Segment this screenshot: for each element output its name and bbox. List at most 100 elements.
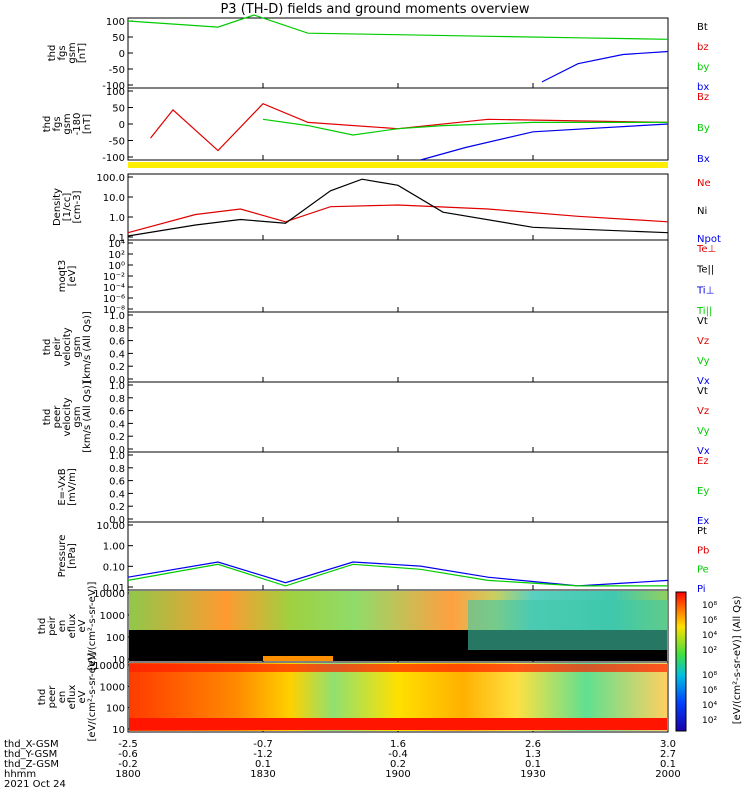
- series-density-ni: [127, 178, 669, 237]
- y-axis-label-line: thd: [47, 45, 58, 62]
- panel-peer-velocity: 1.0 0.8 0.60.4 0.2 0.0 thdpeervelocitygsm[km/…: [42, 381, 710, 457]
- legend-bx: Bx: [697, 154, 710, 165]
- legend-bz: Bz: [697, 92, 709, 103]
- y-axis-label-line: eflux: [67, 685, 78, 710]
- panel-frame: [127, 451, 669, 523]
- panel-frame: [127, 173, 669, 241]
- x-tick-value: -0.6: [118, 749, 138, 760]
- y-axis-label: thdpeervelocitygsm[km/s (All Qs)]: [42, 381, 93, 453]
- y-tick-label: 0.0: [109, 375, 125, 386]
- y-tick-label: 0.6: [109, 477, 125, 488]
- panel-efield: 1.0 0.8 0.60.4 0.2 0.0 E=-VxB[mV/m] Ez Ey Ex: [57, 451, 709, 527]
- x-row-label: thd_Z-GSM: [4, 759, 59, 770]
- y-tick-label: 0: [119, 49, 125, 60]
- y-axis-label-line: [nT]: [77, 43, 88, 63]
- y-axis-label-line: en: [57, 620, 68, 633]
- panel-frame: [127, 239, 669, 313]
- y-tick-label: 100: [106, 17, 125, 28]
- colorbar-strip: [675, 591, 687, 732]
- colorbar-tick: 10²: [702, 646, 717, 656]
- y-axis-label-line: [nT]: [82, 114, 93, 134]
- y-axis-label: thdpeerenefluxeV[eV/(cm²-s-sr-eV)]: [37, 652, 98, 741]
- y-axis-label: Pressure[nPa]: [57, 535, 78, 578]
- y-axis-label-line: velocity: [62, 327, 73, 366]
- panel-fgs-gsm: 100 50 0 -50 -100 thdfgsgsm[nT] Bt bz by bx: [47, 17, 709, 93]
- y-axis-label-line: eV: [77, 690, 88, 703]
- y-axis-label-line: thd: [37, 618, 48, 635]
- legend-vy: Vy: [697, 356, 710, 367]
- legend-ex: Ex: [697, 516, 709, 527]
- y-axis-label-line: fgs: [57, 45, 68, 60]
- y-tick-label: 50: [112, 104, 125, 115]
- y-tick-label: 50: [112, 33, 125, 44]
- colorbar-tick: 10⁶: [702, 616, 717, 626]
- x-tick-value: 0.1: [660, 759, 676, 770]
- x-tick-value: -0.4: [388, 749, 408, 760]
- y-tick-label: 10⁻⁶: [103, 294, 125, 305]
- legend-by: by: [697, 62, 709, 73]
- y-axis-label-line: E=-VxB: [57, 468, 68, 505]
- x-tick-value: -0.7: [253, 739, 273, 750]
- x-row-label: thd_X-GSM: [4, 739, 59, 750]
- y-axis-label-line: peir: [47, 615, 58, 635]
- x-tick-value: -2.5: [118, 739, 138, 750]
- y-tick-label: 0.2: [109, 362, 125, 373]
- legend-vx: Vx: [697, 376, 710, 387]
- y-tick-label: 0.8: [109, 324, 125, 335]
- y-tick-label: 10²: [108, 250, 125, 261]
- panel-frame: [127, 17, 669, 89]
- y-axis-label-line: [km/s (All Qs)]: [82, 311, 93, 383]
- legend-ti: Ti⊥: [696, 285, 714, 296]
- legend-ni: Ni: [697, 206, 707, 217]
- x-tick-value: 2.7: [660, 749, 676, 760]
- y-tick-label: 1.0: [109, 311, 125, 322]
- y-tick-label: 10.0: [103, 193, 125, 204]
- y-axis-label: thdpeirenefluxeV[eV/(cm²-s-sr-eV)]: [37, 581, 98, 670]
- legend-te: Te||: [696, 265, 714, 276]
- x-tick-value: 2000: [655, 769, 680, 780]
- y-tick-label: 10⁻⁸: [103, 305, 125, 316]
- y-axis-label-line: thd: [42, 339, 53, 356]
- y-tick-label: 0.8: [109, 394, 125, 405]
- y-tick-label: 0.1: [109, 233, 125, 244]
- y-axis-label-line: [km/s (All Qs)]: [82, 381, 93, 453]
- y-tick-label: 0.01: [103, 583, 125, 594]
- y-axis-label-line: [eV/(cm²-s-sr-eV)]: [87, 652, 98, 741]
- y-tick-label: 10⁻²: [103, 272, 125, 283]
- y-axis-label-line: eV: [77, 619, 88, 632]
- y-axis-label-line: [eV/(cm²-s-sr-eV)]: [87, 581, 98, 670]
- x-tick-value: 3.0: [660, 739, 676, 750]
- panel-fgs-gsm-180: 100 50 0 -50 -100 thdfgsgsm-180[nT] Bz By Bx: [42, 87, 710, 165]
- x-row-label: 2021 Oct 24: [4, 779, 66, 790]
- y-tick-label: 1.0: [109, 451, 125, 462]
- legend-bt: Bt: [697, 22, 708, 33]
- legend-pi: Pi: [697, 584, 706, 595]
- y-axis-label-line: thd: [42, 116, 53, 133]
- y-tick-label: 10⁰: [108, 261, 125, 272]
- legend-ne: Ne: [697, 178, 711, 189]
- flag-bar: [128, 162, 668, 168]
- y-tick-label: 100: [106, 633, 125, 644]
- legend-pt: Pt: [697, 526, 707, 537]
- spectrogram-peir: [129, 591, 668, 661]
- series-pressure-pe: [127, 563, 668, 587]
- y-axis-label: moqt3[eV]: [57, 260, 78, 293]
- y-tick-label: 10⁴: [108, 239, 125, 250]
- x-tick-value: 0.1: [255, 759, 271, 770]
- y-axis-label-line: thd: [37, 689, 48, 706]
- legend-vz: Vz: [697, 406, 709, 417]
- legend-vt: Vt: [697, 316, 708, 327]
- y-tick-label: 0.4: [109, 349, 125, 360]
- x-tick-value: 1.3: [525, 749, 541, 760]
- y-tick-label: 10⁻⁴: [103, 283, 125, 294]
- y-tick-label: 0: [119, 120, 125, 131]
- y-tick-label: 100: [106, 87, 125, 98]
- y-tick-label: 0.2: [109, 432, 125, 443]
- y-axis-label-line: -180: [72, 113, 83, 136]
- spectrogram-peer: [129, 663, 667, 731]
- series-fgs-gsm-bx: [541, 50, 669, 83]
- y-axis-label-line: eflux: [67, 614, 78, 639]
- y-tick-label: 0.6: [109, 407, 125, 418]
